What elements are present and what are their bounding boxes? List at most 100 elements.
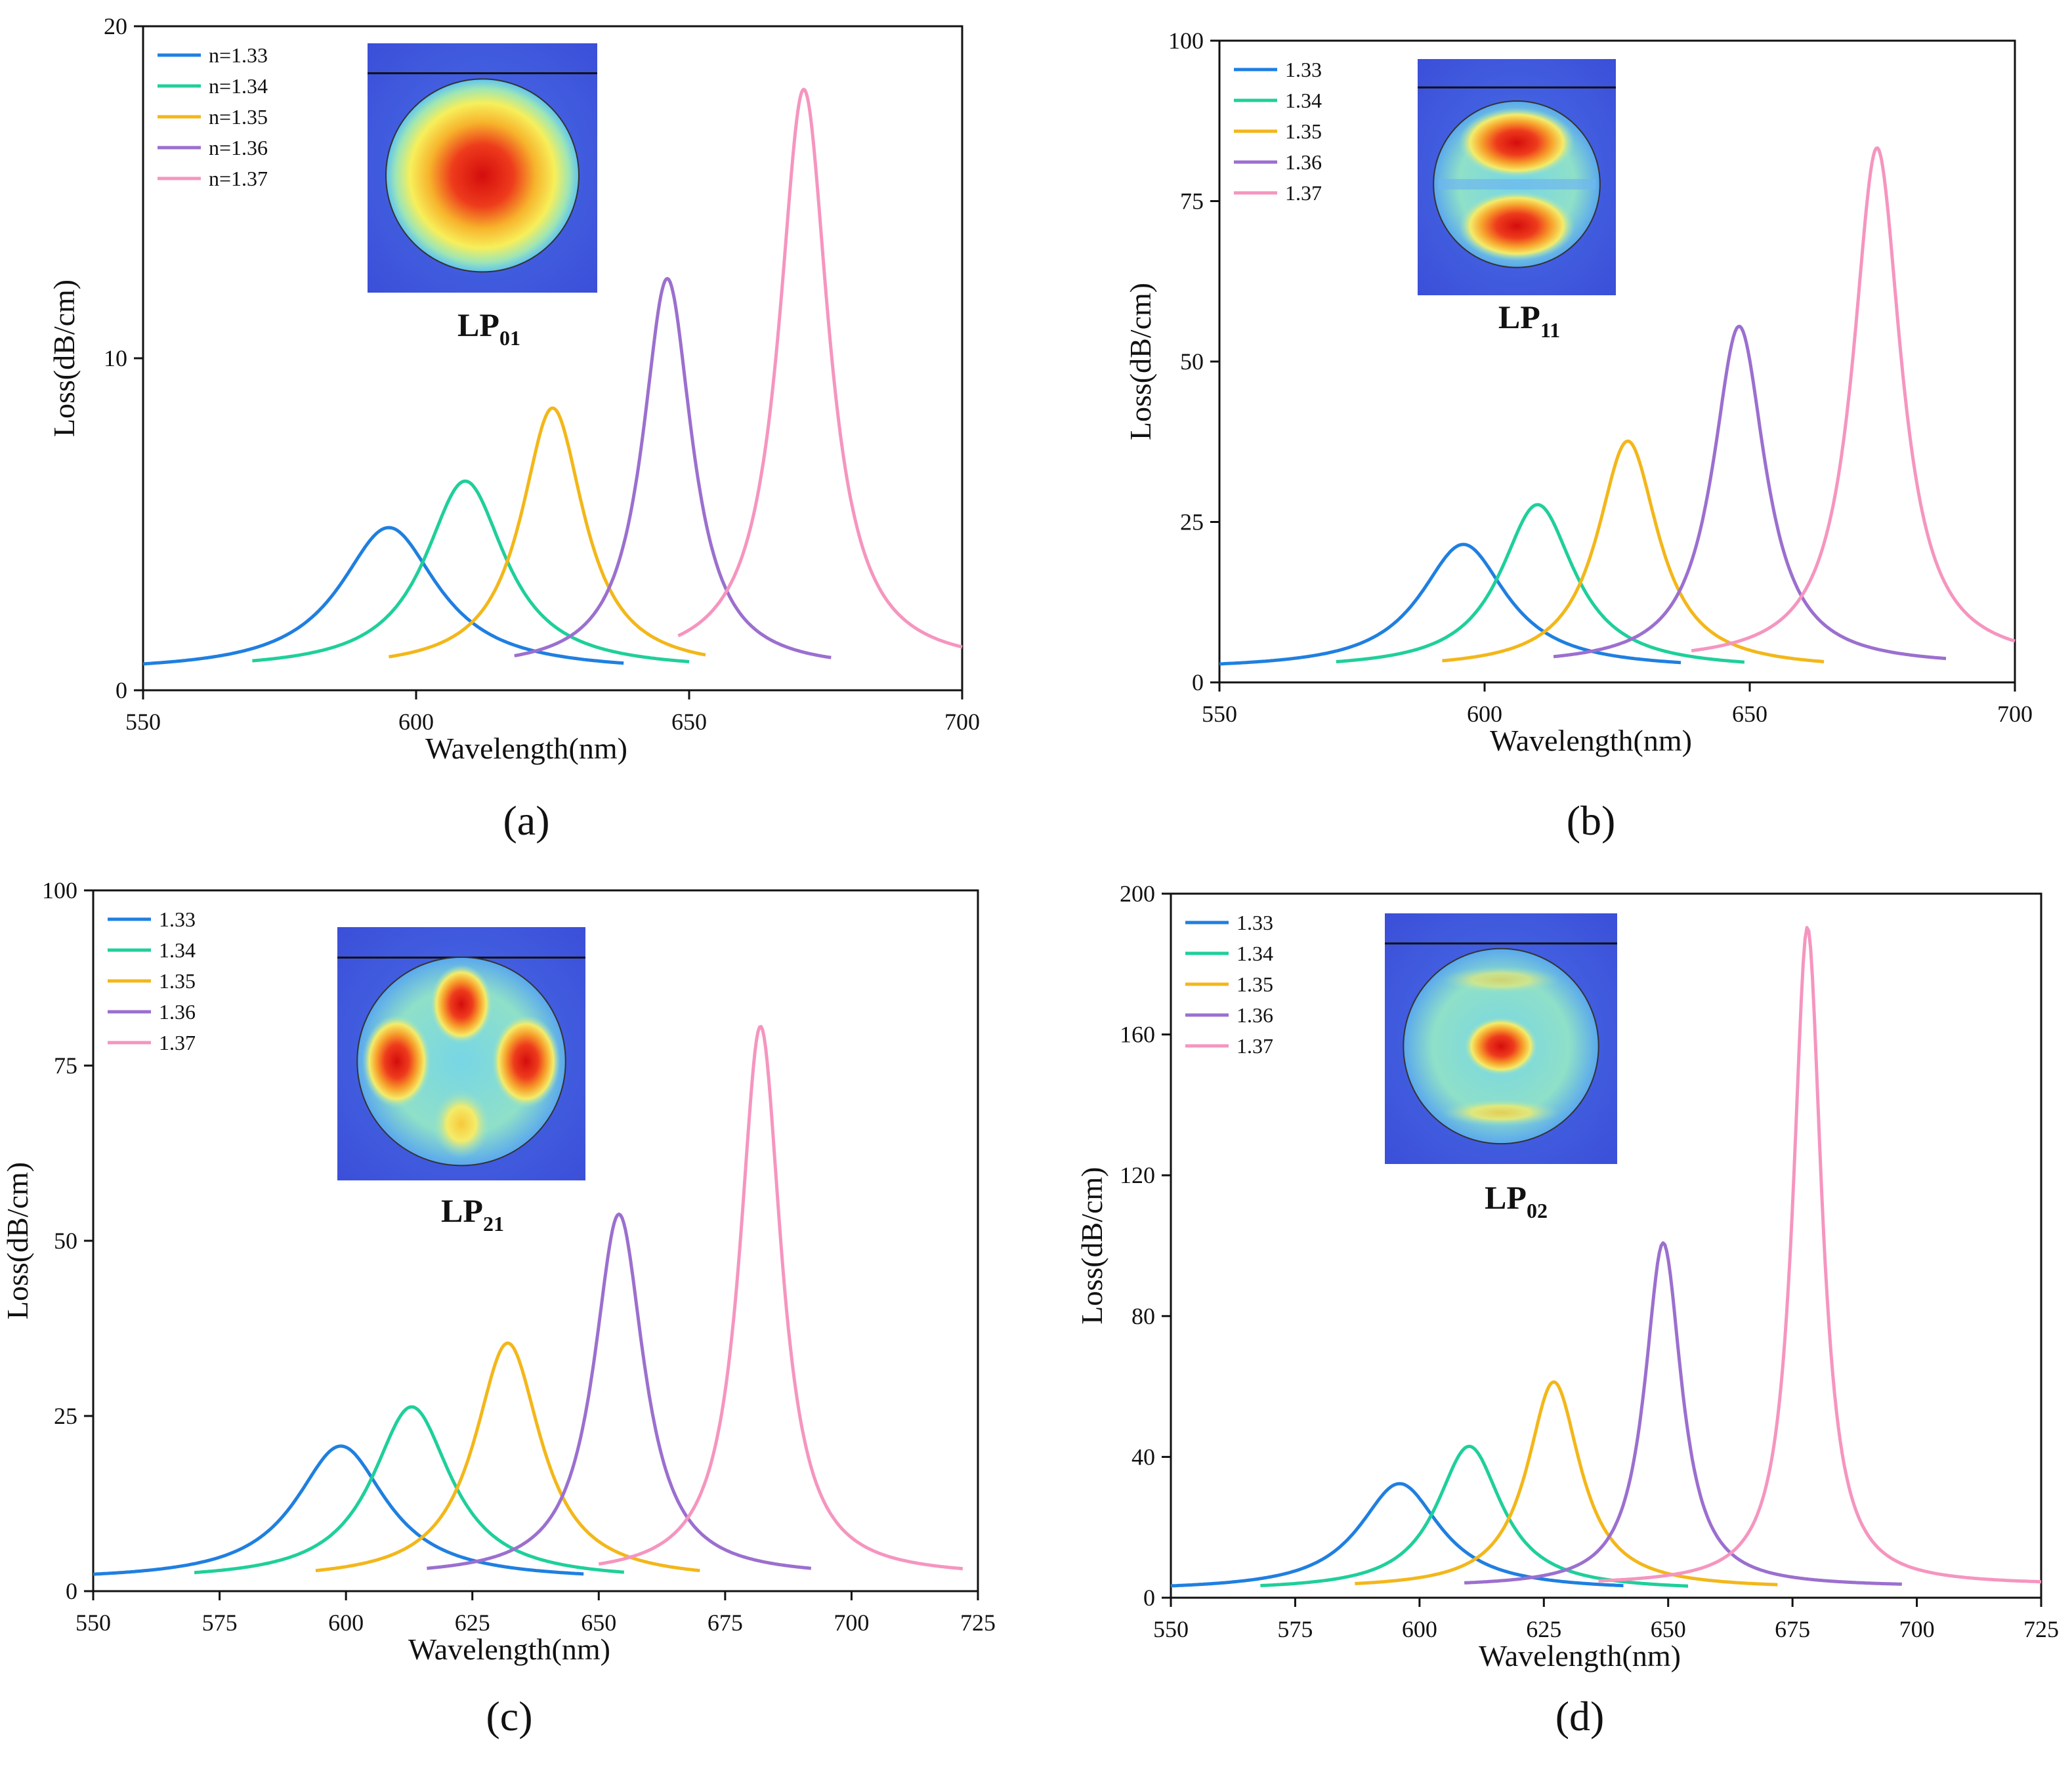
chart-panel: 550 575 600 625 650 675 700 725 0 25 50 75 100 Wavele… (1, 877, 996, 1739)
x-axis-title: Wavelength(nm) (1479, 1639, 1681, 1673)
legend-label: 1.36 (159, 1000, 196, 1024)
x-tick-label: 650 (1651, 1616, 1686, 1642)
y-tick-label: 10 (104, 345, 127, 371)
mode-label-main: LP (457, 306, 499, 343)
y-tick-label: 0 (1143, 1585, 1155, 1611)
y-axis-title: Loss(dB/cm) (1, 1162, 34, 1320)
legend-label: 1.33 (159, 907, 196, 931)
x-tick-label: 650 (581, 1610, 616, 1636)
y-axis-title: Loss(dB/cm) (47, 280, 81, 437)
series-line-2 (252, 479, 690, 663)
legend-label: 1.34 (1237, 942, 1273, 965)
y-tick-label: 50 (54, 1228, 77, 1254)
mode-label-subscript: 11 (1540, 318, 1560, 342)
legend-label: 1.34 (1285, 89, 1322, 112)
x-tick-label: 550 (1153, 1616, 1189, 1642)
y-tick-label: 200 (1120, 881, 1155, 907)
x-tick-label: 600 (328, 1610, 364, 1636)
y-tick-label: 120 (1120, 1162, 1155, 1188)
mode-label: LP02 (1485, 1179, 1548, 1222)
legend-label: 1.33 (1237, 911, 1273, 934)
series-line-3 (1355, 1380, 1778, 1587)
series-line-1 (1170, 1482, 1624, 1588)
legend-label: 1.33 (1285, 58, 1322, 81)
panel-label: (a) (503, 797, 549, 844)
series-line-4 (514, 277, 832, 659)
series-line-2 (1260, 1444, 1689, 1588)
y-tick-label: 25 (1180, 509, 1204, 535)
series-line-4 (1553, 325, 1947, 661)
chart-panel: 550 575 600 625 650 675 700 725 0 40 80 120 160 200 Wa… (1075, 881, 2059, 1739)
plot-frame (1170, 892, 2042, 1599)
x-tick-label: 650 (1732, 701, 1767, 727)
series-line-5 (598, 1025, 963, 1571)
y-tick-label: 100 (1168, 28, 1204, 54)
y-tick-label: 160 (1120, 1022, 1155, 1048)
x-tick-label: 550 (1202, 701, 1237, 727)
x-tick-label: 600 (1467, 701, 1502, 727)
y-tick-label: 0 (1192, 669, 1204, 696)
y-tick-label: 80 (1131, 1303, 1155, 1329)
y-axis-title: Loss(dB/cm) (1075, 1167, 1109, 1324)
x-tick-label: 600 (398, 709, 434, 735)
x-tick-label: 625 (1526, 1616, 1561, 1642)
x-axis-title: Wavelength(nm) (408, 1632, 610, 1666)
y-tick-label: 40 (1131, 1444, 1155, 1470)
y-tick-label: 0 (116, 677, 127, 703)
panel-label: (c) (486, 1693, 532, 1739)
x-tick-label: 625 (455, 1610, 490, 1636)
mode-label: LP21 (441, 1192, 504, 1236)
x-tick-label: 700 (834, 1610, 869, 1636)
x-axis-title: Wavelength(nm) (425, 732, 627, 765)
series-line-4 (427, 1212, 812, 1570)
mode-label-main: LP (1485, 1179, 1527, 1216)
legend-label: n=1.34 (209, 74, 268, 98)
legend-label: n=1.35 (209, 105, 268, 129)
series-line-1 (1219, 543, 1681, 666)
x-tick-label: 550 (125, 709, 161, 735)
mode-field-inset (337, 927, 585, 1180)
y-tick-label: 100 (42, 877, 77, 904)
legend-label: 1.34 (159, 938, 196, 962)
mode-label-subscript: 21 (483, 1212, 504, 1236)
plot-frame (1218, 39, 2016, 684)
mode-field-inset (1385, 913, 1617, 1164)
series-line-2 (1336, 503, 1744, 664)
series-line-3 (1442, 439, 1825, 663)
x-tick-label: 600 (1402, 1616, 1437, 1642)
mode-label-subscript: 02 (1527, 1199, 1548, 1222)
series-line-1 (142, 526, 624, 666)
series-line-2 (194, 1405, 624, 1575)
legend-label: 1.36 (1237, 1003, 1273, 1027)
x-tick-label: 650 (671, 709, 707, 735)
mode-label: LP11 (1498, 299, 1560, 342)
legend-label: 1.35 (159, 969, 196, 993)
legend-label: n=1.37 (209, 167, 268, 190)
y-tick-label: 50 (1180, 348, 1204, 375)
x-tick-label: 550 (75, 1610, 111, 1636)
y-tick-label: 0 (66, 1578, 77, 1604)
series-line-5 (1691, 146, 2016, 653)
legend-label: n=1.33 (209, 43, 268, 67)
mode-label-subscript: 01 (499, 326, 520, 350)
panel-label: (b) (1567, 797, 1616, 844)
x-tick-label: 675 (1775, 1616, 1810, 1642)
x-tick-label: 675 (708, 1610, 743, 1636)
y-tick-label: 75 (54, 1052, 77, 1079)
x-tick-label: 575 (1277, 1616, 1313, 1642)
series-line-3 (388, 406, 706, 659)
series-line-5 (1598, 926, 2042, 1584)
mode-label-main: LP (1498, 299, 1540, 335)
series-line-5 (677, 87, 963, 649)
x-axis-title: Wavelength(nm) (1490, 724, 1692, 757)
mode-label-main: LP (441, 1192, 483, 1229)
y-tick-label: 75 (1180, 188, 1204, 215)
y-axis-title: Loss(dB/cm) (1124, 283, 1157, 440)
x-tick-label: 725 (2023, 1616, 2059, 1642)
legend-label: 1.35 (1285, 119, 1322, 143)
y-tick-label: 20 (104, 13, 127, 39)
legend-label: 1.37 (159, 1031, 196, 1054)
legend-label: 1.37 (1237, 1034, 1273, 1058)
y-tick-label: 25 (54, 1403, 77, 1429)
